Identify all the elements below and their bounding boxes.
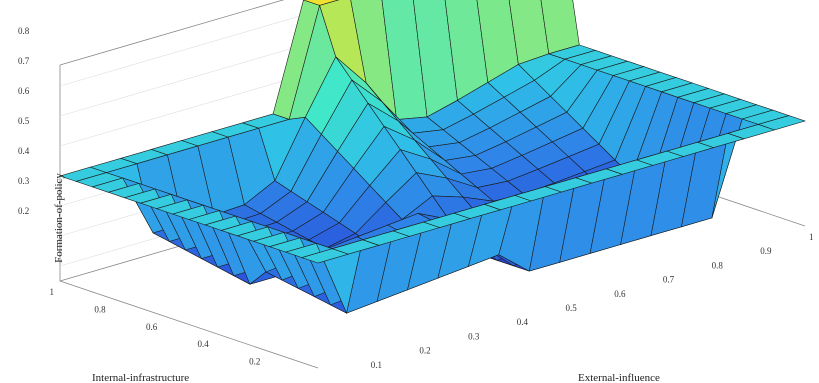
x-axis-label: Internal-infrastructure <box>92 372 189 383</box>
z-tick-label: 0.3 <box>18 176 30 186</box>
surface-mesh <box>58 0 807 315</box>
y-axis-ticks: 0.1 0.2 0.3 0.4 0.5 0.6 0.7 0.8 0.9 1 <box>371 232 814 370</box>
z-tick-label: 0.2 <box>18 206 29 216</box>
y-tick-label: 0.9 <box>760 246 772 256</box>
z-axis-ticks: 0.2 0.3 0.4 0.5 0.6 0.7 0.8 <box>18 26 30 216</box>
x-tick-label: 0.2 <box>249 357 260 367</box>
y-tick-label: 0.1 <box>371 360 382 370</box>
x-axis-ticks: 0.2 0.4 0.6 0.8 1 <box>50 287 261 367</box>
z-axis-label: Formation-of-policy <box>53 173 65 263</box>
y-tick-label: 0.7 <box>663 275 675 285</box>
y-axis-label: External-influence <box>578 372 660 383</box>
y-tick-label: 0.4 <box>517 317 529 327</box>
x-tick-label: 0.4 <box>198 339 210 349</box>
x-tick-label: 0.6 <box>146 322 158 332</box>
z-tick-label: 0.7 <box>18 56 30 66</box>
z-tick-label: 0.8 <box>18 26 30 36</box>
z-tick-label: 0.6 <box>18 86 30 96</box>
x-tick-label: 0.8 <box>94 304 106 314</box>
z-tick-label: 0.4 <box>18 146 30 156</box>
y-tick-label: 0.8 <box>712 260 724 270</box>
y-tick-label: 0.6 <box>614 289 626 299</box>
y-tick-label: 0.2 <box>419 346 430 356</box>
axes-box-edge <box>59 280 319 369</box>
axes-box-edge <box>59 0 285 66</box>
surface-patch <box>757 115 807 131</box>
y-tick-label: 0.3 <box>468 331 480 341</box>
surface-patch <box>302 0 340 6</box>
y-tick-label: 0.5 <box>566 303 578 313</box>
z-tick-label: 0.5 <box>18 116 30 126</box>
y-tick-label: 1 <box>809 232 814 242</box>
x-tick-label: 1 <box>50 287 55 297</box>
